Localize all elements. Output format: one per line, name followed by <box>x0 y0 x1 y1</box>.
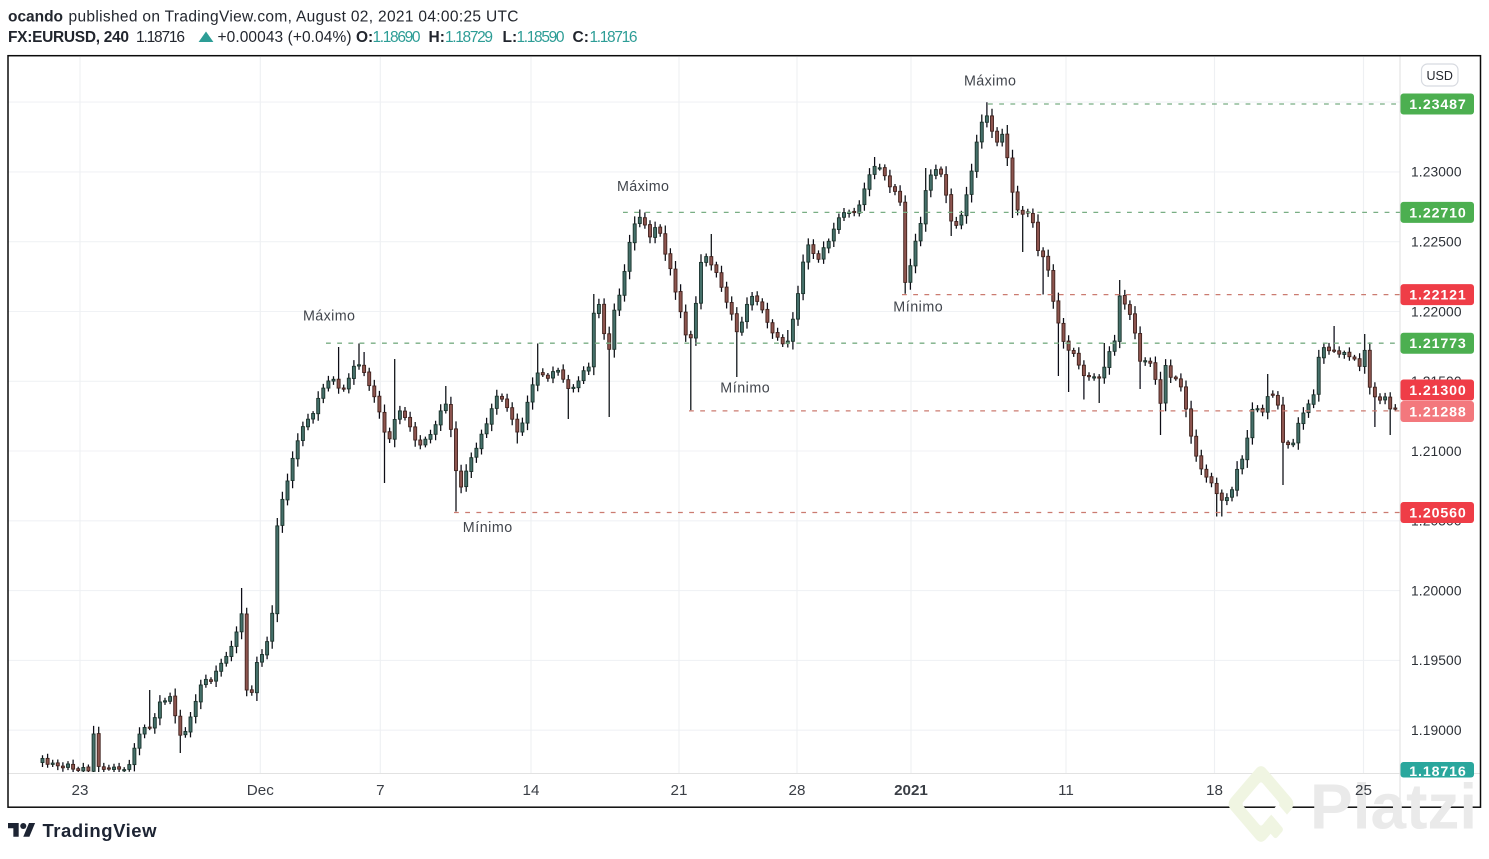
svg-text:H:: H: <box>429 29 445 46</box>
svg-text:1.20560: 1.20560 <box>1409 506 1466 522</box>
svg-text:1.21000: 1.21000 <box>1411 444 1462 459</box>
svg-text:Máximo: Máximo <box>303 309 355 325</box>
svg-text:L:: L: <box>503 29 518 46</box>
svg-text:1.21288: 1.21288 <box>1409 405 1466 421</box>
svg-text:published on TradingView.com,: published on TradingView.com, August 02,… <box>69 9 519 26</box>
svg-text:1.19000: 1.19000 <box>1411 723 1462 738</box>
svg-text:1.20000: 1.20000 <box>1411 583 1462 598</box>
svg-text:Máximo: Máximo <box>617 179 669 195</box>
svg-text:1.18716: 1.18716 <box>1409 764 1466 780</box>
svg-text:1.23487: 1.23487 <box>1409 97 1466 113</box>
svg-text:Mínimo: Mínimo <box>463 520 513 536</box>
svg-text:FX:EURUSD, 240: FX:EURUSD, 240 <box>8 29 129 46</box>
svg-text:1.21300: 1.21300 <box>1409 383 1466 399</box>
svg-text:1.18590: 1.18590 <box>517 29 565 46</box>
svg-text:1.18690: 1.18690 <box>373 29 421 46</box>
svg-text:1.22000: 1.22000 <box>1411 304 1462 319</box>
svg-text:USD: USD <box>1426 69 1452 83</box>
svg-text:1.22121: 1.22121 <box>1409 288 1466 304</box>
svg-text:1.19500: 1.19500 <box>1411 653 1462 668</box>
svg-text:Máximo: Máximo <box>964 74 1016 90</box>
svg-text:14: 14 <box>523 782 540 799</box>
svg-text:1.22710: 1.22710 <box>1409 205 1466 221</box>
svg-text:28: 28 <box>789 782 806 799</box>
svg-text:+0.00043 (+0.04%): +0.00043 (+0.04%) <box>218 29 352 46</box>
svg-text:18: 18 <box>1206 782 1223 799</box>
svg-text:2021: 2021 <box>894 782 928 799</box>
svg-text:1.18716: 1.18716 <box>136 29 185 46</box>
svg-text:1.22500: 1.22500 <box>1411 235 1462 250</box>
svg-text:25: 25 <box>1355 782 1372 799</box>
svg-text:11: 11 <box>1058 782 1074 799</box>
svg-text:1.18729: 1.18729 <box>445 29 493 46</box>
svg-text:Mínimo: Mínimo <box>893 300 943 316</box>
svg-text:Dec: Dec <box>247 782 274 799</box>
svg-text:TradingView: TradingView <box>43 820 158 841</box>
svg-text:C:: C: <box>573 29 589 46</box>
svg-text:1.23000: 1.23000 <box>1411 165 1462 180</box>
svg-text:Mínimo: Mínimo <box>720 381 770 397</box>
svg-text:21: 21 <box>671 782 688 799</box>
svg-text:O:: O: <box>356 29 373 46</box>
svg-text:Platzi: Platzi <box>1310 771 1477 843</box>
svg-text:23: 23 <box>72 782 89 799</box>
svg-text:ocando: ocando <box>8 9 63 26</box>
svg-text:7: 7 <box>376 782 384 799</box>
svg-text:1.18716: 1.18716 <box>590 29 638 46</box>
svg-text:1.21773: 1.21773 <box>1409 336 1466 352</box>
